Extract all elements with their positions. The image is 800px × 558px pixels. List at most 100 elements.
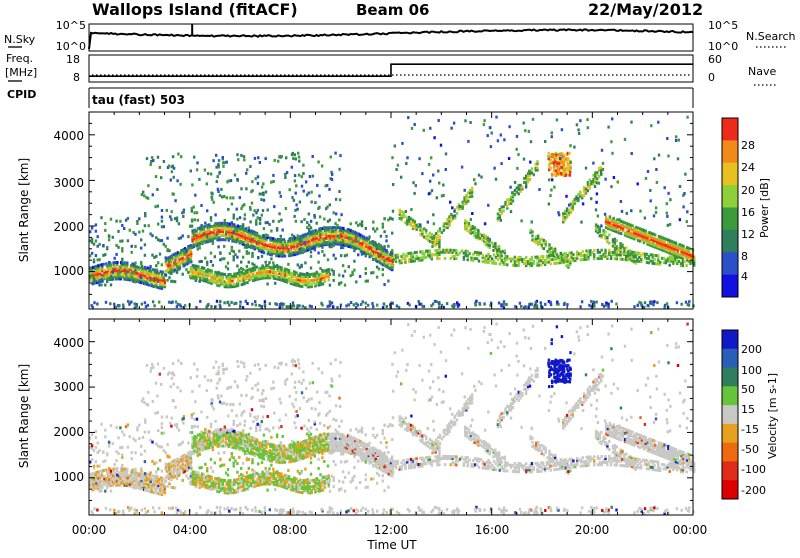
velocity-cell xyxy=(91,433,93,436)
power-cell xyxy=(557,172,559,175)
power-cell xyxy=(615,303,617,306)
power-cell xyxy=(196,211,198,214)
power-cell xyxy=(223,161,225,164)
power-cell xyxy=(365,227,367,230)
power-cell xyxy=(278,220,280,223)
power-cell xyxy=(180,305,182,308)
power-cell xyxy=(280,266,282,269)
power-cell xyxy=(382,268,384,271)
power-cell xyxy=(242,268,244,271)
power-cell xyxy=(580,221,582,224)
power-cell xyxy=(295,192,297,195)
power-cell xyxy=(637,304,639,307)
power-cell xyxy=(386,249,388,252)
power-cell xyxy=(276,227,278,230)
power-cell xyxy=(383,230,385,233)
power-cell xyxy=(451,305,453,308)
power-cell xyxy=(239,196,241,199)
velocity-cell xyxy=(110,490,112,493)
power-cell xyxy=(360,303,362,306)
power-cell xyxy=(295,220,297,223)
power-cell xyxy=(419,223,421,226)
power-cell xyxy=(131,245,133,248)
sky-left-tick-bottom: 10^0 xyxy=(56,40,86,53)
power-cell xyxy=(531,220,533,223)
power-cell xyxy=(214,213,216,216)
power-cell xyxy=(510,210,512,213)
velocity-cell xyxy=(115,459,117,462)
power-cell xyxy=(255,211,257,214)
power-cell xyxy=(124,261,126,264)
power-cell xyxy=(259,193,261,196)
power-cell xyxy=(272,261,274,264)
power-cell xyxy=(142,191,144,194)
power-cell xyxy=(286,171,288,174)
power-cell xyxy=(263,251,265,254)
power-cell xyxy=(253,264,255,267)
power-cell xyxy=(127,239,129,242)
power-cell xyxy=(549,301,551,304)
power-cell xyxy=(143,194,145,197)
power-cell xyxy=(134,280,136,283)
power-cell xyxy=(240,240,242,243)
velocity-cell xyxy=(117,436,119,439)
power-cell xyxy=(342,264,344,267)
power-cell xyxy=(601,249,603,252)
power-cell xyxy=(365,267,367,270)
power-cell xyxy=(402,212,404,215)
power-cell xyxy=(669,264,671,267)
power-cell xyxy=(541,244,543,247)
power-cell xyxy=(157,223,159,226)
power-cell xyxy=(508,125,510,128)
power-cell xyxy=(287,263,289,266)
power-cell xyxy=(582,250,584,253)
power-cell xyxy=(200,204,202,207)
power-cell xyxy=(309,175,311,178)
power-cell xyxy=(410,208,412,211)
power-cell xyxy=(176,305,178,308)
power-cell xyxy=(292,301,294,304)
power-cell xyxy=(178,222,180,225)
power-cell xyxy=(548,165,550,168)
power-cell xyxy=(223,257,225,260)
power-cell xyxy=(266,283,268,286)
power-cell xyxy=(655,206,657,209)
freq-right-tick-top: 60 xyxy=(708,53,722,66)
power-cell xyxy=(342,239,344,242)
power-cell xyxy=(129,229,131,232)
velocity-cell xyxy=(95,436,97,439)
power-cell xyxy=(543,247,545,250)
power-cell xyxy=(350,301,352,304)
power-cell xyxy=(295,203,297,206)
power-cell xyxy=(254,157,256,160)
power-cell xyxy=(586,118,588,121)
power-cell xyxy=(246,246,248,249)
power-cell xyxy=(666,215,668,218)
power-cell xyxy=(421,172,423,175)
power-cell xyxy=(640,258,642,261)
power-cell xyxy=(544,303,546,306)
velocity-cell xyxy=(93,465,95,468)
velocity-cell xyxy=(161,446,163,449)
power-cell xyxy=(325,207,327,210)
power-cell xyxy=(295,158,297,161)
power-cell xyxy=(174,199,176,202)
power-cell xyxy=(650,124,652,127)
power-cell xyxy=(563,154,565,157)
power-cell xyxy=(93,258,95,261)
velocity-cell xyxy=(104,429,106,432)
freq-left-tick-top: 18 xyxy=(66,53,80,66)
velocity-cell xyxy=(106,486,108,489)
power-cell xyxy=(222,156,224,159)
velocity-cell xyxy=(121,453,123,456)
power-cell xyxy=(302,172,304,175)
power-cell xyxy=(102,244,104,247)
power-cell xyxy=(170,179,172,182)
power-cell xyxy=(664,304,666,307)
power-cell xyxy=(170,269,172,272)
power-cell xyxy=(161,305,163,308)
velocity-cell xyxy=(108,441,110,444)
power-cell xyxy=(557,155,559,158)
power-cell xyxy=(303,218,305,221)
power-cell xyxy=(236,229,238,232)
